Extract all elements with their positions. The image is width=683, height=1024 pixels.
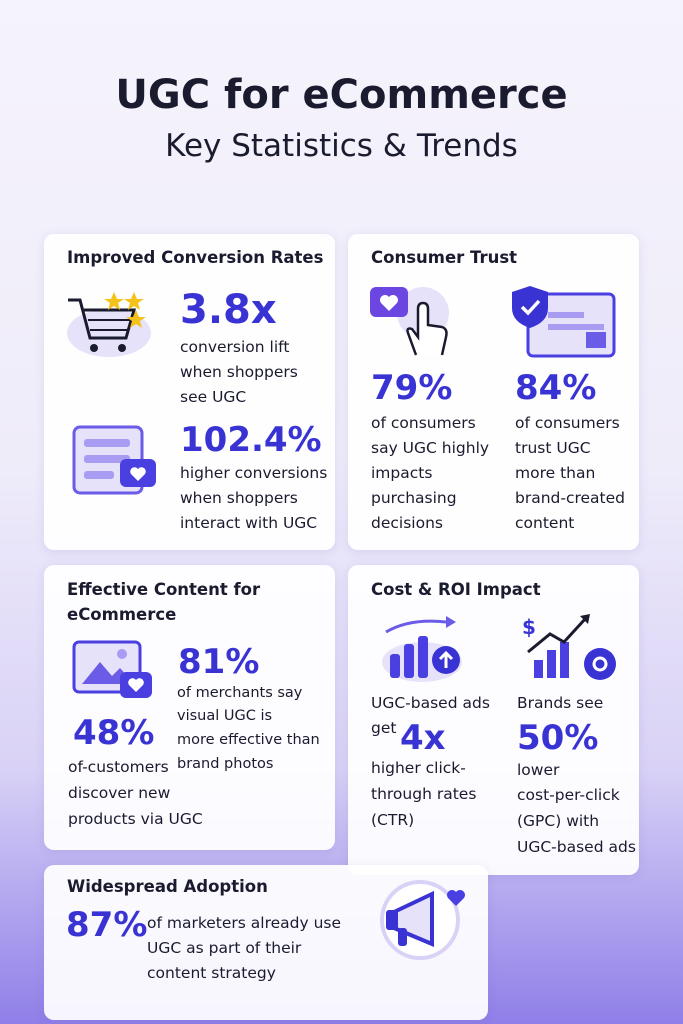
stat-text: Brands see — [517, 694, 604, 712]
title: UGC for eCommerce — [115, 72, 568, 118]
stat-text: of consumers — [515, 414, 620, 432]
stat-value: 50% — [517, 718, 599, 758]
card — [44, 565, 335, 850]
stat-value: 102.4% — [180, 420, 322, 460]
stat-value: 81% — [178, 642, 260, 682]
stat-text: more effective than — [177, 732, 320, 748]
stat-text: of merchants say — [177, 685, 303, 701]
card — [348, 234, 639, 550]
chart-icon — [382, 616, 462, 682]
stat-text: when shoppers — [180, 363, 298, 381]
image-icon — [72, 640, 152, 698]
stat-text: higher click- — [371, 759, 466, 777]
shield-icon — [512, 286, 616, 358]
stat-text: discover new — [68, 784, 171, 802]
stat-text: higher conversions — [180, 464, 328, 482]
card — [348, 565, 639, 875]
stat-value: 84% — [515, 368, 597, 408]
chat-icon — [72, 425, 156, 495]
stat-text: trust UGC — [515, 439, 591, 457]
tap-icon — [370, 287, 449, 356]
stat-text: lower — [517, 761, 560, 779]
stat-text: purchasing — [371, 489, 457, 507]
stat-text: decisions — [371, 514, 443, 532]
stat-text: products via UGC — [68, 810, 203, 828]
cart-icon — [67, 292, 151, 357]
stat-value: 79% — [371, 368, 453, 408]
stat-text: more than — [515, 464, 596, 482]
card-title: Widespread Adoption — [67, 877, 268, 896]
stat-text: (GPC) with — [517, 812, 600, 830]
megaphone-icon — [380, 880, 465, 960]
stat-text: impacts — [371, 464, 433, 482]
card-title: Consumer Trust — [371, 248, 518, 267]
card-title: Cost & ROI Impact — [371, 580, 541, 599]
stat-text: cost-per-click — [517, 786, 620, 804]
stat-text: interact with UGC — [180, 514, 318, 532]
dollar-icon: $ — [522, 615, 536, 639]
card — [44, 234, 335, 550]
stat-text: visual UGC is — [177, 708, 273, 724]
stat-text: of-customers — [68, 758, 169, 776]
stat-value: 4x — [400, 718, 446, 758]
stat-text: content strategy — [147, 964, 276, 982]
stat-text: UGC-based ads — [371, 694, 490, 712]
stat-text: say UGC highly — [371, 439, 490, 457]
card-title: Improved Conversion Rates — [67, 248, 324, 267]
stat-text: UGC-based ads — [517, 838, 636, 856]
stat-value: 48% — [73, 713, 155, 753]
stat-text: brand photos — [177, 756, 274, 772]
subtitle: Key Statistics & Trends — [165, 128, 518, 164]
stat-value: 87% — [66, 905, 148, 945]
stat-text: brand-created — [515, 489, 626, 507]
stat-text: of consumers — [371, 414, 476, 432]
stat-text: UGC as part of their — [147, 939, 302, 957]
stat-text: when shoppers — [180, 489, 298, 507]
growth-icon: $ — [522, 614, 616, 680]
card-title: Effective Content for eCommerce — [67, 580, 261, 624]
stat-text: see UGC — [180, 388, 247, 406]
stat-text: get — [371, 719, 397, 737]
stat-text: conversion lift — [180, 338, 290, 356]
stat-text: (CTR) — [371, 811, 415, 829]
stat-text: content — [515, 514, 575, 532]
stat-text: of marketers already use — [147, 914, 342, 932]
stat-text: through rates — [371, 785, 477, 803]
stat-value: 3.8x — [180, 287, 277, 333]
